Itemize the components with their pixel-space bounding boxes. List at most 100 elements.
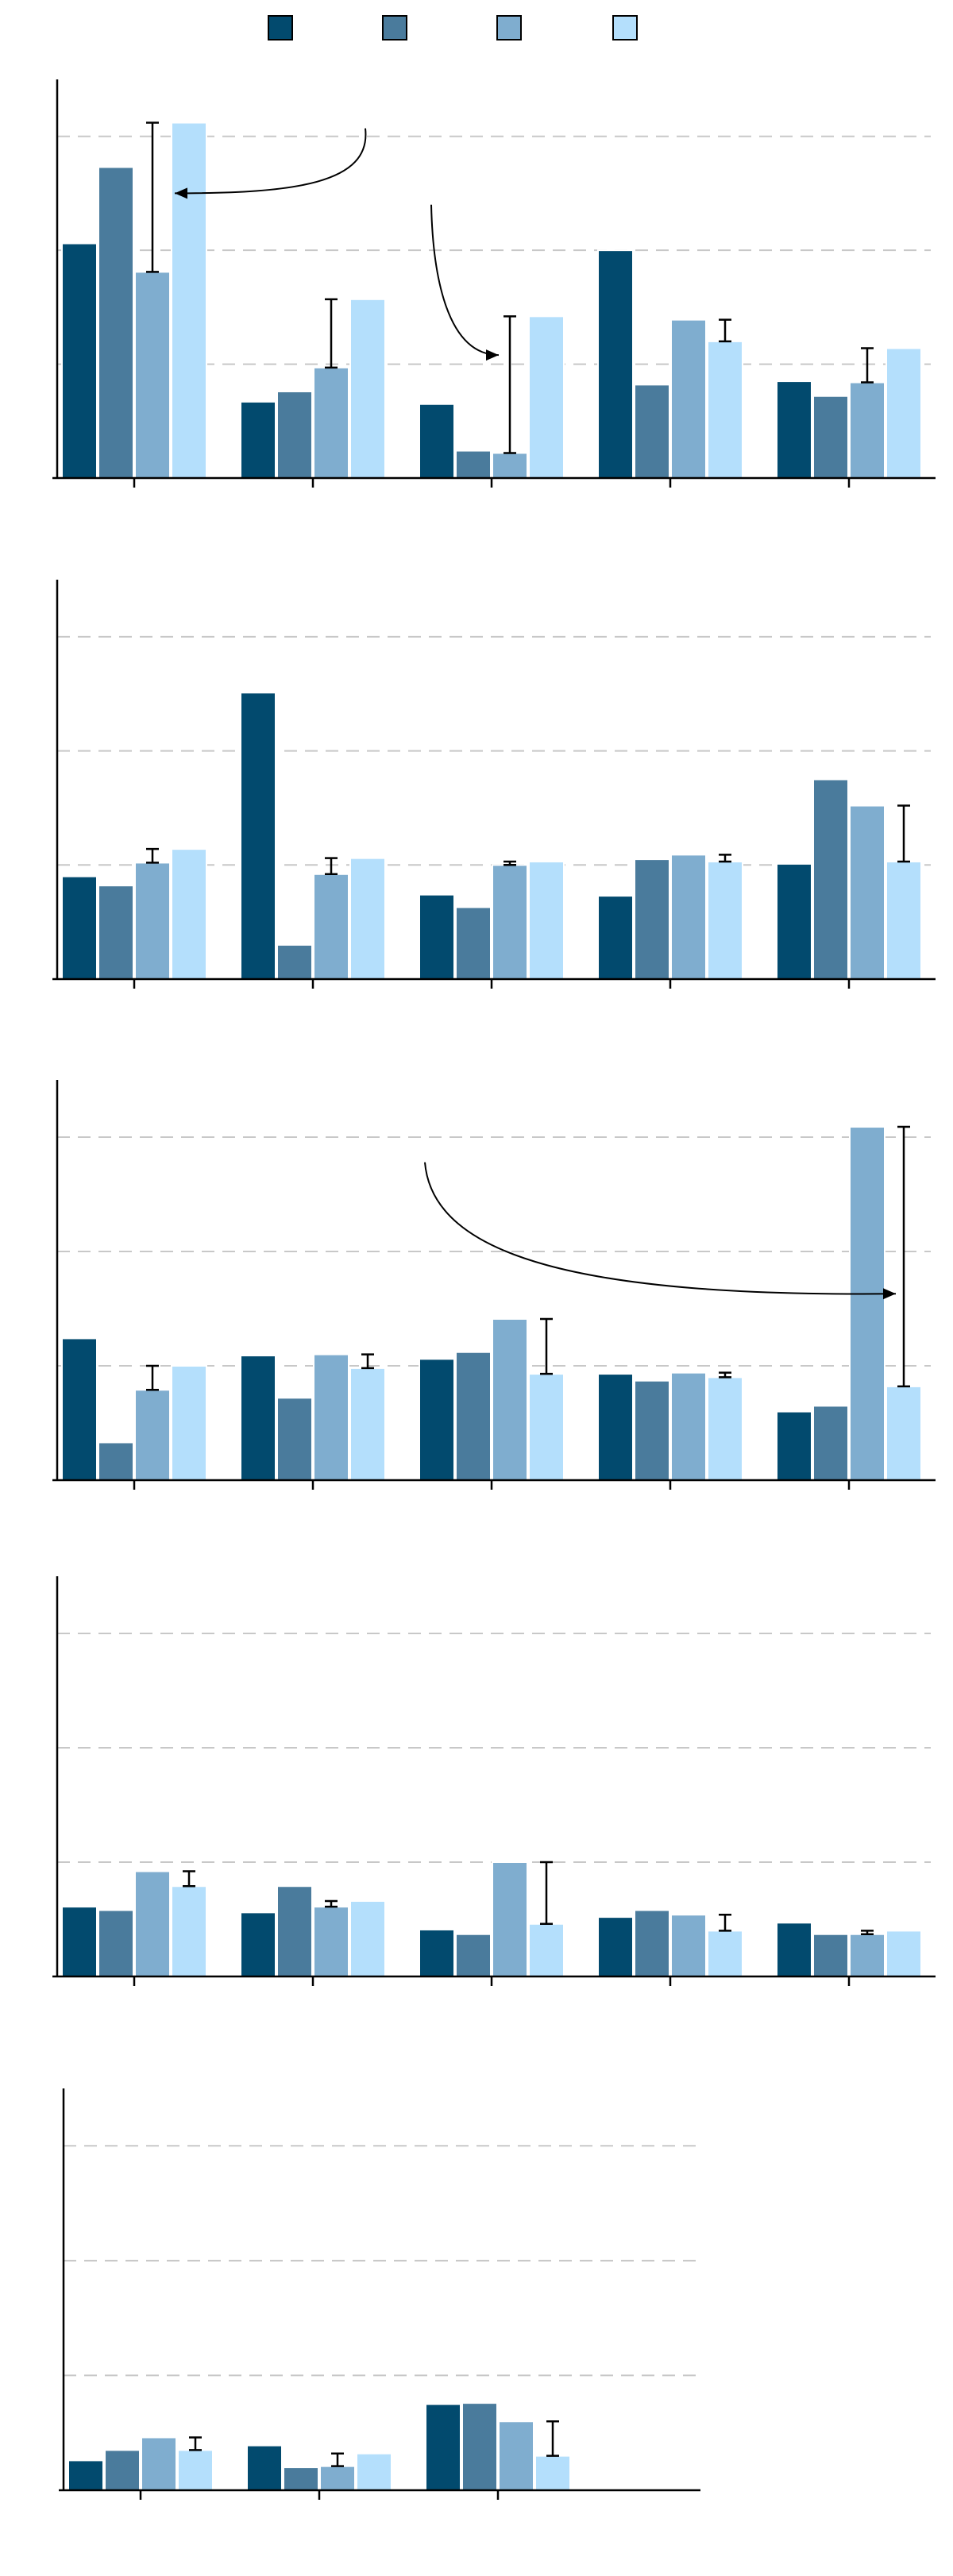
bar-g3-s2 <box>455 1933 492 1977</box>
bar-g1-s1 <box>61 1906 98 1977</box>
bar-g2-s2 <box>276 390 313 480</box>
bar-g3-s2 <box>461 2402 498 2492</box>
legend-swatch-3 <box>496 15 522 40</box>
bar-g2-s4 <box>356 2452 392 2491</box>
bar-g5-s3 <box>849 1126 885 1482</box>
bar-g4-s4 <box>707 1376 743 1482</box>
error-bar <box>325 857 338 876</box>
bar-g2-s4 <box>349 1899 386 1977</box>
bar-g3-s1 <box>419 1928 455 1977</box>
bar-g2-s4 <box>349 298 386 479</box>
bar-g1-s4 <box>171 121 207 479</box>
error-bar <box>331 2452 344 2467</box>
bar-g5-s1 <box>776 380 812 480</box>
bar-g3-s2 <box>455 1351 492 1481</box>
bar-g5-s2 <box>812 1933 849 1977</box>
bar-g1-s2 <box>98 1909 134 1977</box>
bar-g1-s3 <box>134 271 171 479</box>
chart-panel-5 <box>59 2088 700 2500</box>
chart-panels <box>52 79 936 2500</box>
bar-g2-s1 <box>240 400 276 480</box>
bar-g4-s3 <box>670 1914 707 1977</box>
bar-g1-s1 <box>61 242 98 479</box>
arrowhead <box>486 349 499 361</box>
bar-g3-s4 <box>528 860 565 980</box>
bar-g4-s4 <box>707 1930 743 1977</box>
bar-g1-s2 <box>98 166 134 479</box>
bar-g3-s4 <box>528 315 565 479</box>
bar-g3-s2 <box>455 449 492 480</box>
bar-g4-s2 <box>634 384 670 480</box>
error-bar <box>183 1870 195 1888</box>
bar-g2-s1 <box>240 1911 276 1978</box>
legend-swatch-4 <box>612 15 638 40</box>
bar-g2-s2 <box>276 1397 313 1481</box>
bar-g4-s3 <box>670 1371 707 1482</box>
bar-g3-s1 <box>419 403 455 479</box>
bar-g3-s3 <box>498 2420 534 2491</box>
chart-panel-2 <box>52 580 936 989</box>
bar-g2-s4 <box>349 857 386 980</box>
bar-g3-s2 <box>455 906 492 980</box>
bar-g5-s1 <box>776 1922 812 1978</box>
bar-g4-s1 <box>597 1916 634 1978</box>
bar-g2-s3 <box>313 1353 349 1481</box>
error-bar <box>897 1125 910 1388</box>
error-bar <box>861 1930 874 1935</box>
bar-g5-s1 <box>776 1410 812 1481</box>
bar-g2-s4 <box>349 1367 386 1481</box>
bar-g4-s1 <box>597 1373 634 1481</box>
bar-g1-s3 <box>134 1870 171 1978</box>
error-bar <box>146 847 159 864</box>
bar-g4-s1 <box>597 249 634 479</box>
bar-g1-s4 <box>171 848 207 981</box>
error-bar <box>719 854 731 863</box>
bar-g1-s4 <box>171 1365 207 1481</box>
bar-g4-s2 <box>634 1379 670 1481</box>
bar-g4-s2 <box>634 858 670 980</box>
chart-panel-1 <box>52 79 936 488</box>
bar-g5-s4 <box>885 1385 922 1482</box>
bar-g1-s2 <box>104 2449 141 2491</box>
error-bar <box>325 1899 338 1908</box>
bar-g1-s3 <box>134 1389 171 1481</box>
legend-swatch-2 <box>382 15 407 40</box>
bar-g4-s1 <box>597 895 634 981</box>
bar-g4-s2 <box>634 1909 670 1977</box>
error-bar <box>504 860 516 866</box>
error-bar <box>504 315 516 454</box>
bar-g3-s3 <box>492 1317 528 1481</box>
bar-g3-s1 <box>419 893 455 981</box>
bar-g3-s4 <box>528 1922 565 1978</box>
bar-g2-s3 <box>313 873 349 980</box>
bar-g3-s3 <box>492 1861 528 1977</box>
bar-g1-s1 <box>61 1337 98 1481</box>
bar-g5-s2 <box>812 395 849 479</box>
legend-swatch-1 <box>268 15 293 40</box>
bar-g3-s3 <box>492 864 528 981</box>
bar-g1-s4 <box>171 1885 207 1977</box>
bar-g5-s3 <box>849 381 885 479</box>
bar-g5-s4 <box>885 860 922 980</box>
bar-g5-s1 <box>776 862 812 980</box>
error-bar <box>540 1861 553 1926</box>
chart-panel-3 <box>52 1080 936 1490</box>
chart-panel-4 <box>52 1576 936 1986</box>
error-bar <box>146 121 159 273</box>
bar-g1-s2 <box>98 885 134 981</box>
bar-g1-s1 <box>68 2459 104 2491</box>
error-bar <box>361 1353 374 1370</box>
bar-g1-s2 <box>98 1441 134 1481</box>
error-bar <box>325 298 338 369</box>
bar-g1-s4 <box>177 2449 214 2491</box>
bar-g1-s3 <box>134 862 171 980</box>
bar-g2-s1 <box>240 692 276 981</box>
bar-g2-s2 <box>276 943 313 981</box>
arrowhead <box>175 187 187 199</box>
error-bar <box>540 1317 553 1375</box>
bar-g2-s1 <box>240 1355 276 1482</box>
error-bar <box>719 318 731 343</box>
bar-g2-s1 <box>246 2444 283 2492</box>
error-bar <box>897 804 910 863</box>
error-bar <box>861 347 874 384</box>
